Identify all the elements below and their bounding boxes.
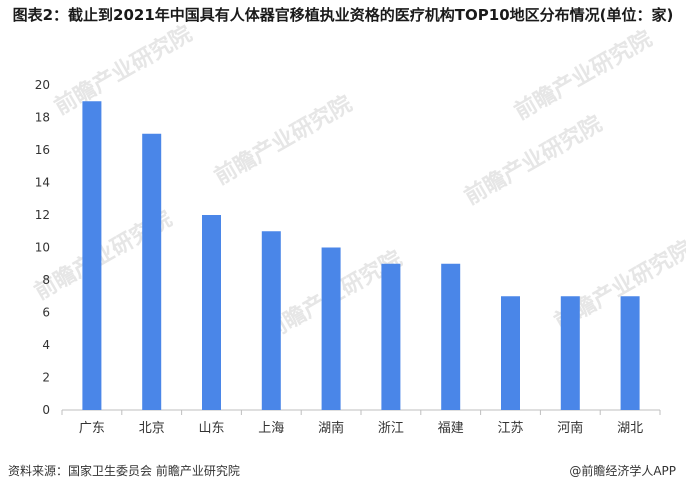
- y-tick-label: 16: [35, 143, 50, 157]
- watermark-text: 前瞻产业研究院: [510, 26, 656, 126]
- y-tick-label: 0: [42, 403, 50, 417]
- y-tick-label: 10: [35, 241, 50, 255]
- y-tick-label: 18: [35, 111, 50, 125]
- bar-广东: [82, 101, 102, 410]
- x-tick-label: 福建: [438, 421, 464, 436]
- x-tick-label: 山东: [198, 421, 224, 436]
- x-tick-label: 河南: [557, 420, 583, 436]
- y-tick-label: 6: [42, 306, 50, 320]
- watermark-text: 前瞻产业研究院: [460, 111, 606, 211]
- y-axis-ticks: 0 2 4 6 8 10 12 14 16 18 20: [35, 78, 50, 417]
- bar-河南: [560, 296, 580, 410]
- source-note: 资料来源：国家卫生委员会 前瞻产业研究院: [8, 464, 240, 478]
- x-tick-label: 湖北: [617, 421, 643, 436]
- x-tick-label: 广东: [79, 421, 105, 436]
- y-tick-label: 14: [35, 176, 50, 190]
- x-tick-label: 江苏: [497, 420, 523, 436]
- x-tick-label: 上海: [258, 421, 284, 436]
- bars: [82, 101, 640, 410]
- x-tick-label: 湖南: [318, 420, 344, 436]
- x-tick-label: 北京: [139, 421, 165, 436]
- brand-credit: @前瞻经济学人APP: [569, 464, 676, 478]
- y-tick-label: 2: [42, 371, 50, 385]
- bar-山东: [202, 215, 221, 410]
- y-tick-label: 4: [42, 338, 50, 352]
- x-axis-ticks: 广东 北京 山东 上海 湖南 浙江 福建 江苏 河南 湖北: [61, 410, 661, 436]
- chart-title: 图表2：截止到2021年中国具有人体器官移植执业资格的医疗机构TOP10地区分布…: [12, 6, 674, 24]
- bar-江苏: [501, 296, 520, 410]
- y-tick-label: 12: [35, 208, 50, 222]
- bar-福建: [441, 263, 461, 410]
- bar-上海: [261, 231, 281, 410]
- bar-湖北: [620, 296, 640, 410]
- x-tick-label: 浙江: [378, 421, 404, 436]
- bar-北京: [142, 133, 162, 410]
- bar-浙江: [381, 263, 401, 410]
- watermark-text: 前瞻产业研究院: [210, 91, 356, 191]
- watermark-text: 前瞻产业研究院: [50, 21, 196, 121]
- bar-湖南: [321, 247, 341, 410]
- y-tick-label: 20: [35, 78, 50, 92]
- y-tick-label: 8: [42, 273, 50, 287]
